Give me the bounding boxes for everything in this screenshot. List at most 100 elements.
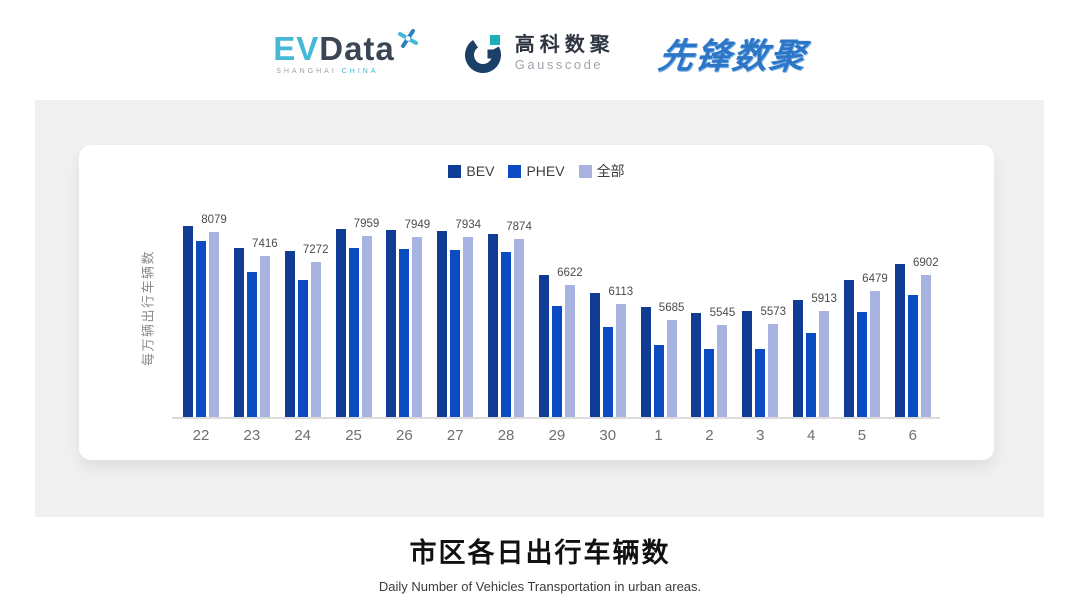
bar-all[interactable] xyxy=(412,237,423,418)
bar-phev[interactable] xyxy=(450,250,461,418)
bar-all[interactable] xyxy=(819,311,830,418)
bar-phev[interactable] xyxy=(907,295,918,418)
bar-all[interactable] xyxy=(869,291,880,418)
bar-group: 8079 22 xyxy=(183,197,227,444)
gausscode-logo: 高科数聚 Gausscode xyxy=(463,32,615,74)
x-tick-label: 1 xyxy=(654,427,663,444)
data-label: 7272 xyxy=(302,244,329,256)
bar-group: 5685 1 xyxy=(640,197,684,444)
x-tick-label: 29 xyxy=(548,427,566,444)
bar-phev[interactable] xyxy=(297,280,308,418)
x-tick-label: 30 xyxy=(599,427,617,444)
header: EV Data SHANGHAI CHINA 高科数聚 Gausscode xyxy=(0,18,1080,88)
bar-all[interactable] xyxy=(514,239,525,418)
bar-bev[interactable] xyxy=(538,275,549,418)
x-tick-label: 22 xyxy=(192,427,210,444)
legend-swatch-all xyxy=(578,164,592,178)
bar-all[interactable] xyxy=(564,285,575,418)
bar-bev[interactable] xyxy=(894,264,905,418)
bar-phev[interactable] xyxy=(501,252,512,418)
x-tick-label: 25 xyxy=(345,427,362,444)
data-label: 5685 xyxy=(658,302,685,314)
evdata-logo: EV Data SHANGHAI CHINA xyxy=(273,28,419,75)
x-tick-label: 23 xyxy=(243,427,261,444)
data-label: 7949 xyxy=(404,219,431,231)
x-tick-label: 4 xyxy=(806,427,816,444)
data-label: 6902 xyxy=(913,257,939,269)
bar-bev[interactable] xyxy=(691,313,702,418)
bar-all[interactable] xyxy=(209,232,219,418)
evdata-wordmark: EV Data xyxy=(273,28,419,67)
gausscode-en-text: Gausscode xyxy=(514,57,604,72)
gausscode-cn-text: 高科数聚 xyxy=(514,34,615,56)
evdata-subtext: SHANGHAI CHINA xyxy=(276,68,378,75)
bar-all[interactable] xyxy=(666,320,677,418)
bar-bev[interactable] xyxy=(233,248,244,418)
data-label: 5573 xyxy=(760,306,787,318)
bar-group: 6622 29 xyxy=(538,197,583,444)
bar-phev[interactable] xyxy=(755,349,766,418)
xianfeng-text: 先锋数聚 xyxy=(655,36,810,76)
x-tick-label: 24 xyxy=(294,427,312,444)
data-label: 7959 xyxy=(353,218,380,230)
bar-group: 6902 6 xyxy=(894,197,939,444)
legend-label-phev: PHEV xyxy=(526,163,565,179)
bar-bev[interactable] xyxy=(742,311,753,418)
bar-bev[interactable] xyxy=(386,230,397,418)
bar-phev[interactable] xyxy=(856,312,867,418)
bar-phev[interactable] xyxy=(246,272,257,418)
data-label: 7934 xyxy=(455,219,482,231)
data-label: 7874 xyxy=(506,221,532,233)
data-label: 6622 xyxy=(557,267,583,279)
legend-swatch-bev xyxy=(448,164,462,178)
x-tick-label: 28 xyxy=(497,427,515,444)
bar-phev[interactable] xyxy=(551,306,562,418)
chart-panel: BEV PHEV 全部 每万辆出行车辆数 8079 22 7416 23 7272 24 795… xyxy=(35,100,1044,517)
bar-all[interactable] xyxy=(920,275,931,418)
bar-group: 5573 3 xyxy=(742,197,786,444)
legend-item-bev[interactable]: BEV xyxy=(448,163,494,179)
bar-bev[interactable] xyxy=(437,231,448,418)
legend-item-phev[interactable]: PHEV xyxy=(508,163,565,179)
bar-all[interactable] xyxy=(717,325,728,418)
bar-bev[interactable] xyxy=(335,229,346,418)
bar-bev[interactable] xyxy=(843,280,854,418)
bar-phev[interactable] xyxy=(653,345,664,418)
legend-label-all: 全部 xyxy=(596,163,625,179)
x-tick-label: 3 xyxy=(756,427,765,444)
bar-group: 6113 30 xyxy=(589,197,633,444)
xianfeng-logo: 先锋数聚 xyxy=(656,28,809,79)
evdata-data-text: Data xyxy=(319,29,395,67)
bar-phev[interactable] xyxy=(806,333,817,418)
bar-group: 7949 26 xyxy=(386,197,430,444)
bar-all[interactable] xyxy=(768,324,779,418)
plot-area: 8079 22 7416 23 7272 24 7959 25 7949 26 7934 27 7874… xyxy=(183,197,939,444)
bar-phev[interactable] xyxy=(348,248,359,418)
y-axis-label: 每万辆出行车辆数 xyxy=(140,249,156,367)
bar-all[interactable] xyxy=(310,262,321,418)
bar-bev[interactable] xyxy=(183,226,193,418)
bar-bev[interactable] xyxy=(793,300,804,418)
bar-bev[interactable] xyxy=(284,251,295,418)
bar-bev[interactable] xyxy=(640,307,651,418)
x-tick-label: 2 xyxy=(705,427,714,444)
bar-all[interactable] xyxy=(463,237,474,418)
bar-bev[interactable] xyxy=(589,293,600,418)
bar-phev[interactable] xyxy=(602,327,613,418)
bar-phev[interactable] xyxy=(196,241,206,418)
legend-label-bev: BEV xyxy=(466,163,495,179)
bar-bev[interactable] xyxy=(488,234,499,418)
bar-phev[interactable] xyxy=(704,349,715,418)
bar-group: 5545 2 xyxy=(691,197,735,444)
legend-item-all[interactable]: 全部 xyxy=(578,161,625,181)
x-axis-line xyxy=(172,417,940,419)
data-label: 5913 xyxy=(811,293,837,305)
bar-all[interactable] xyxy=(259,256,270,418)
bar-all[interactable] xyxy=(615,304,626,418)
bar-group: 6479 5 xyxy=(843,197,888,444)
bar-phev[interactable] xyxy=(399,249,410,418)
chart-title: 市区各日出行车辆数 xyxy=(409,538,671,568)
bar-all[interactable] xyxy=(361,236,372,418)
bar-group: 7416 23 xyxy=(233,197,278,444)
